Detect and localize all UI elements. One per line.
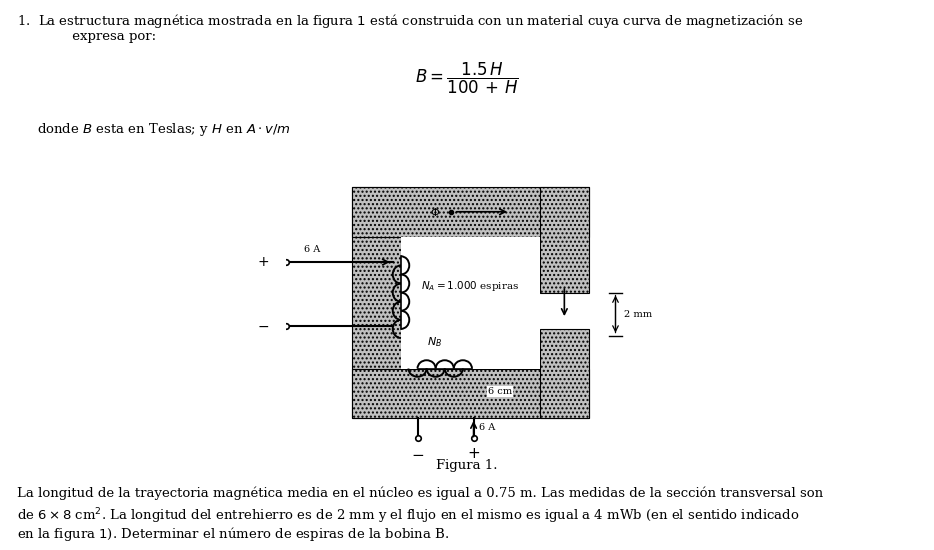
Text: de $6 \times 8$ cm$^2$. La longitud del entrehierro es de 2 mm y el flujo en el : de $6 \times 8$ cm$^2$. La longitud del … [17, 506, 800, 526]
Bar [401, 236, 540, 368]
Text: 6 cm: 6 cm [488, 387, 512, 396]
Bar [540, 187, 589, 293]
Text: $-$: $-$ [257, 318, 269, 333]
Text: 6 A: 6 A [478, 424, 495, 432]
Bar [540, 329, 589, 418]
Text: en la figura $1$). Determinar el número de espiras de la bobina B.: en la figura $1$). Determinar el número … [17, 525, 449, 543]
Text: 1.  La estructura magnética mostrada en la figura $1$ está construida con un mat: 1. La estructura magnética mostrada en l… [17, 12, 803, 30]
Text: $+$: $+$ [257, 255, 269, 269]
Text: $B = \dfrac{1.5\, H}{100\, +\, H}$: $B = \dfrac{1.5\, H}{100\, +\, H}$ [415, 60, 519, 96]
Bar [351, 187, 401, 418]
Text: 6 A: 6 A [304, 245, 320, 254]
Text: La longitud de la trayectoria magnética media en el núcleo es igual a 0.75 m. La: La longitud de la trayectoria magnética … [17, 487, 823, 500]
Bar [351, 187, 589, 236]
Bar [351, 368, 589, 418]
Text: Figura 1.: Figura 1. [436, 459, 498, 472]
Text: $N_A = 1.000$ espiras: $N_A = 1.000$ espiras [421, 279, 519, 293]
Text: $-$: $-$ [411, 447, 424, 461]
Text: 2 mm: 2 mm [624, 310, 652, 318]
Text: $\Phi$: $\Phi$ [431, 206, 441, 218]
Text: $+$: $+$ [467, 447, 480, 461]
Text: expresa por:: expresa por: [51, 30, 157, 43]
Text: $N_B$: $N_B$ [428, 335, 443, 349]
Text: donde $B$ esta en Teslas; y $H$ en $A \cdot v/m$: donde $B$ esta en Teslas; y $H$ en $A \c… [37, 121, 291, 138]
